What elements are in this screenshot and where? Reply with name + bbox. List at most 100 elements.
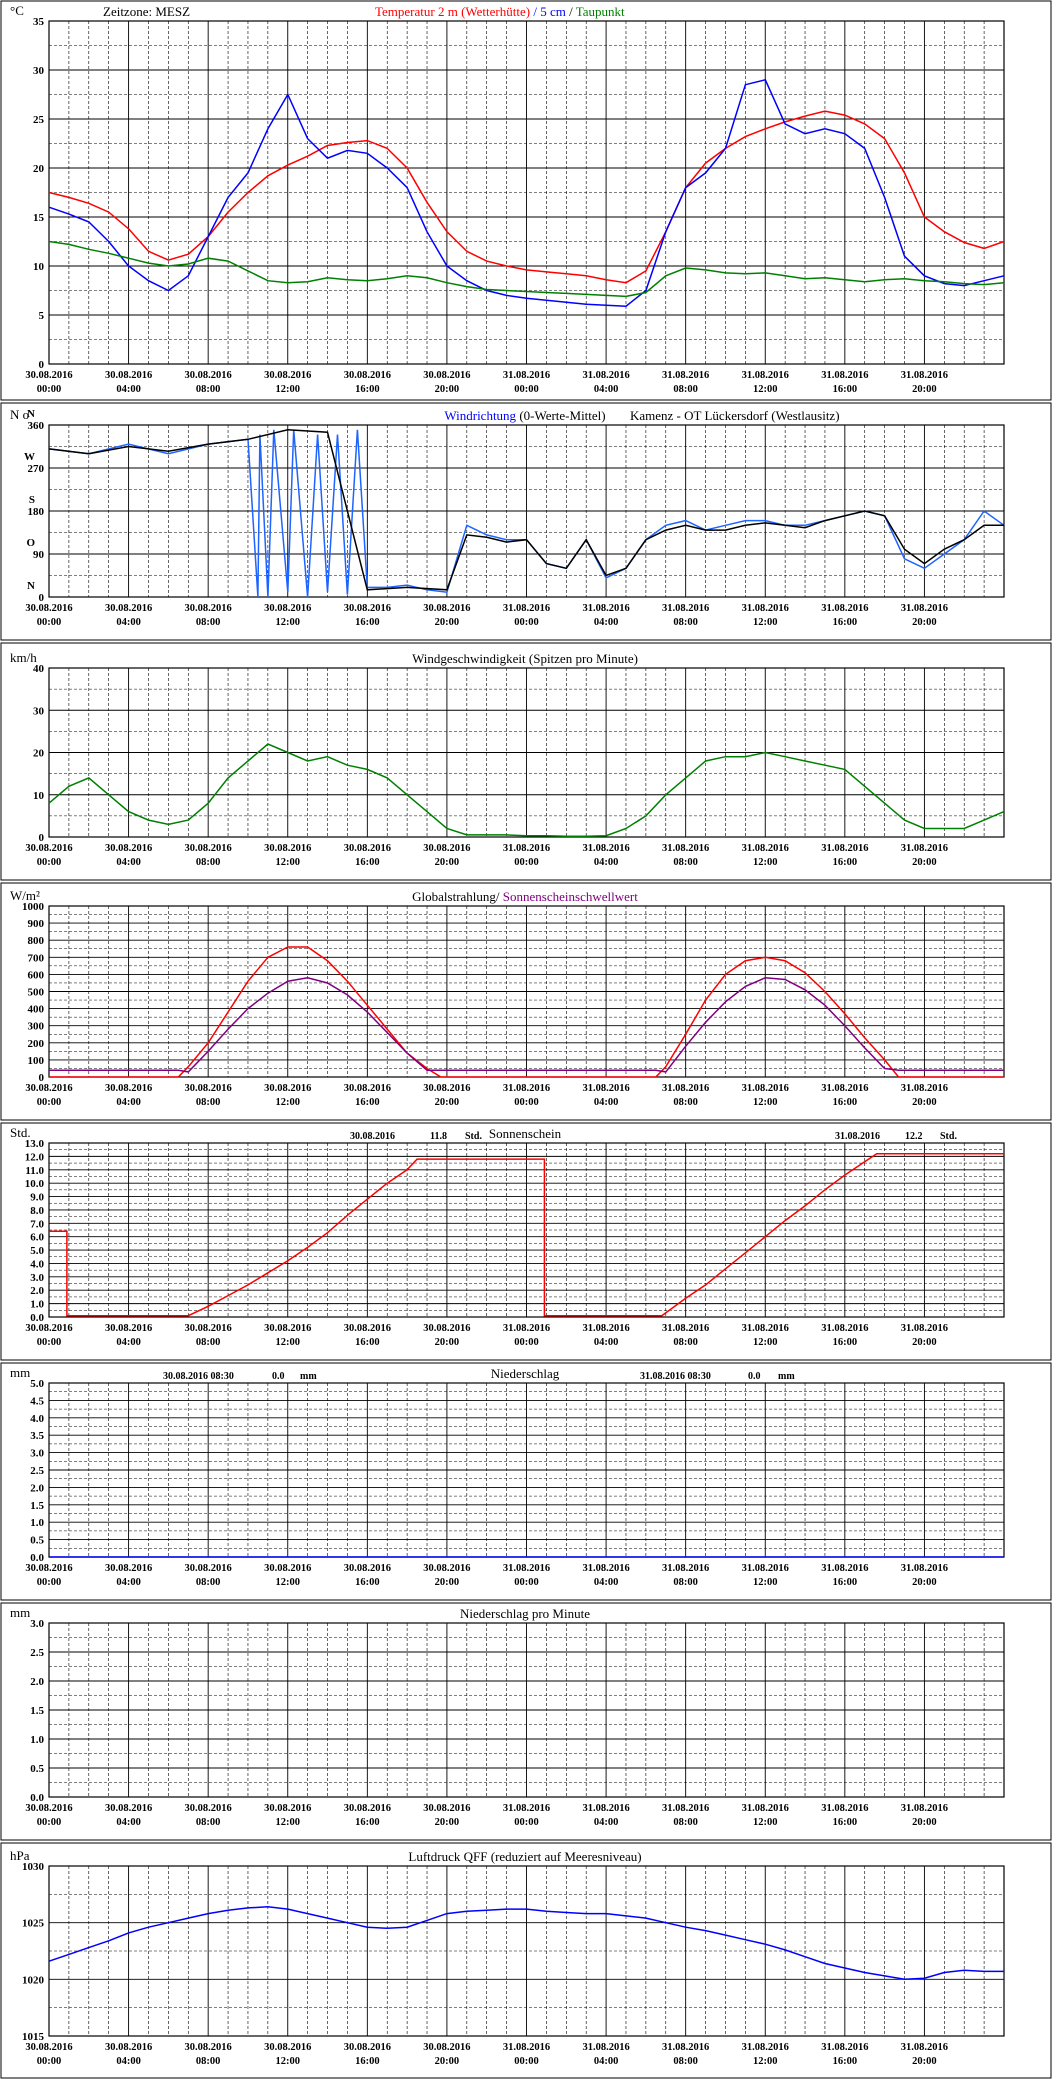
y-axis-unit: km/h	[10, 650, 37, 665]
x-tick-date: 30.08.2016	[25, 603, 72, 614]
x-tick-date: 30.08.2016	[25, 2042, 72, 2053]
x-tick-date: 30.08.2016	[344, 1803, 391, 1814]
x-tick-time: 08:00	[196, 1577, 221, 1588]
x-tick-date: 31.08.2016	[821, 1563, 868, 1574]
x-tick-time: 20:00	[435, 1817, 460, 1828]
x-tick-date: 31.08.2016	[662, 1323, 709, 1334]
x-tick-time: 16:00	[833, 1577, 858, 1588]
x-tick-date: 30.08.2016	[344, 843, 391, 854]
x-tick-date: 31.08.2016	[582, 1083, 629, 1094]
day-total-value: 11.8	[430, 1131, 447, 1142]
chart-title: Windrichtung (0-Werte-Mittel)	[444, 408, 605, 423]
x-tick-date: 30.08.2016	[105, 1563, 152, 1574]
x-tick-time: 20:00	[435, 1577, 460, 1588]
y-tick-label: 800	[28, 935, 45, 947]
x-tick-date: 31.08.2016	[662, 843, 709, 854]
x-tick-date: 30.08.2016	[25, 1083, 72, 1094]
y-tick-letter: N	[27, 580, 35, 592]
x-tick-date: 30.08.2016	[264, 1563, 311, 1574]
grid	[48, 1865, 1005, 2037]
y-tick-label: 2.0	[30, 1482, 44, 1494]
y-tick-label: 10.0	[25, 1178, 45, 1190]
x-tick-time: 08:00	[673, 1097, 698, 1108]
panel-frame	[0, 1602, 1052, 1841]
x-tick-time: 08:00	[673, 857, 698, 868]
chart-title-part: /	[566, 4, 576, 19]
y-tick-letter: S	[29, 494, 35, 506]
x-tick-time: 04:00	[116, 1097, 141, 1108]
y-tick-label: 0	[39, 592, 45, 604]
x-tick-time: 16:00	[355, 1337, 380, 1348]
x-tick-time: 16:00	[833, 1817, 858, 1828]
x-tick-time: 20:00	[912, 1577, 937, 1588]
x-tick-time: 04:00	[594, 1337, 619, 1348]
x-tick-time: 00:00	[37, 384, 62, 395]
x-tick-date: 30.08.2016	[105, 370, 152, 381]
series-line	[49, 1152, 1004, 1317]
y-tick-label: 20	[33, 748, 45, 760]
x-tick-time: 20:00	[435, 1097, 460, 1108]
chart-title-part: Taupunkt	[576, 4, 625, 19]
y-tick-label: 1.5	[30, 1500, 44, 1512]
panel-frame	[0, 1122, 1052, 1361]
day-total-value: 0.0	[272, 1371, 285, 1382]
series-line	[48, 240, 1005, 298]
x-tick-time: 08:00	[196, 617, 221, 628]
series-line	[48, 429, 1004, 591]
y-tick-label: 500	[28, 987, 45, 999]
x-tick-date: 31.08.2016	[503, 370, 550, 381]
x-tick-time: 04:00	[116, 617, 141, 628]
x-tick-date: 30.08.2016	[105, 843, 152, 854]
x-tick-time: 04:00	[116, 2056, 141, 2067]
plot-area	[48, 1142, 1005, 1318]
grid	[48, 20, 1005, 365]
x-tick-time: 16:00	[833, 1097, 858, 1108]
x-tick-time: 16:00	[355, 2056, 380, 2067]
y-tick-label: 600	[28, 969, 45, 981]
x-tick-date: 30.08.2016	[264, 1323, 311, 1334]
y-tick-label: 0.0	[30, 1552, 44, 1564]
x-tick-date: 31.08.2016	[742, 1323, 789, 1334]
y-tick-label: 4.0	[30, 1258, 44, 1270]
x-tick-date: 31.08.2016	[742, 843, 789, 854]
x-tick-time: 00:00	[37, 1817, 62, 1828]
x-tick-time: 08:00	[673, 1337, 698, 1348]
chart-title: Niederschlag	[491, 1366, 560, 1381]
x-tick-date: 30.08.2016	[264, 2042, 311, 2053]
y-tick-label: 30	[33, 705, 45, 717]
x-tick-time: 12:00	[753, 1577, 778, 1588]
y-tick-label: 3.0	[30, 1448, 44, 1460]
y-tick-label: 360	[28, 420, 45, 432]
x-tick-date: 30.08.2016	[344, 1323, 391, 1334]
x-tick-time: 20:00	[435, 857, 460, 868]
x-tick-time: 00:00	[514, 617, 539, 628]
y-tick-label: 2.0	[30, 1285, 44, 1297]
x-tick-date: 30.08.2016	[423, 1323, 470, 1334]
x-tick-date: 31.08.2016	[503, 603, 550, 614]
y-tick-label: 0	[39, 359, 45, 371]
y-tick-label: 700	[28, 952, 45, 964]
x-tick-date: 31.08.2016	[503, 1323, 550, 1334]
y-tick-label: 1015	[22, 2031, 45, 2043]
y-tick-label: 180	[28, 506, 45, 518]
panel-precipitation_minute: 0.0 0.5 1.0 1.5 2.0 2.5 3.0mm 30.08.2016 00:00 30…	[0, 1602, 1052, 1841]
x-tick-time: 00:00	[37, 1337, 62, 1348]
y-tick-label: 1.5	[30, 1705, 44, 1717]
x-tick-time: 16:00	[355, 617, 380, 628]
x-tick-time: 00:00	[37, 2056, 62, 2067]
x-tick-time: 16:00	[833, 2056, 858, 2067]
x-tick-time: 16:00	[833, 384, 858, 395]
x-tick-time: 08:00	[196, 384, 221, 395]
x-tick-date: 30.08.2016	[423, 1563, 470, 1574]
y-tick-label: 1025	[22, 1918, 45, 1930]
x-tick-date: 31.08.2016	[901, 370, 948, 381]
x-tick-time: 04:00	[594, 2056, 619, 2067]
y-tick-label: 11.0	[25, 1165, 44, 1177]
y-tick-label: 25	[33, 114, 45, 126]
x-tick-date: 31.08.2016	[901, 843, 948, 854]
x-tick-time: 00:00	[37, 617, 62, 628]
chart-title-part: Windrichtung	[444, 408, 516, 423]
y-tick-label: 6.0	[30, 1232, 44, 1244]
